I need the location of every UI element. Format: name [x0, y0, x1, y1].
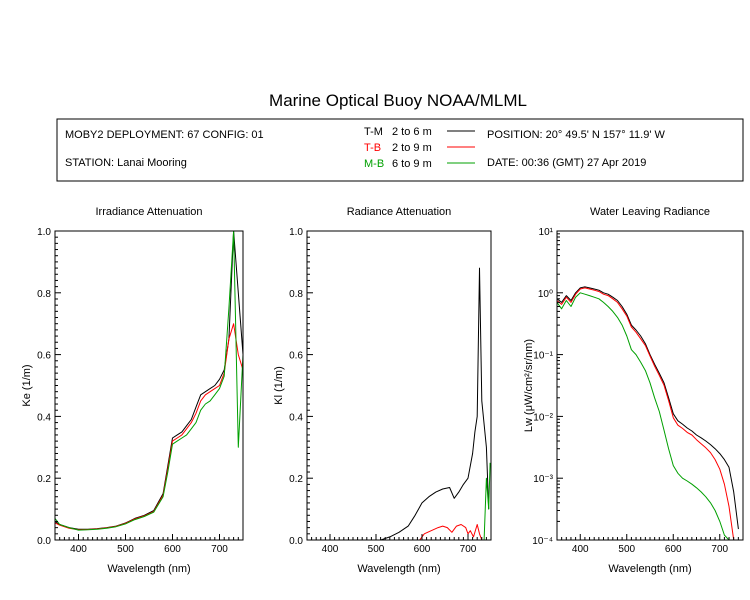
y-tick-label: 0.0 — [289, 536, 303, 547]
water-leaving-series-1 — [557, 287, 735, 540]
radiance-title: Radiance Attenuation — [347, 206, 452, 218]
x-tick-label: 400 — [572, 544, 589, 555]
y-tick-label: 1.0 — [37, 227, 51, 238]
y-tick-label: 10⁻³ — [533, 474, 553, 485]
x-tick-label: 500 — [618, 544, 635, 555]
legend-code: M-B — [364, 158, 384, 170]
water-leaving-series-group — [557, 286, 739, 540]
legend-range: 2 to 6 m — [392, 126, 432, 138]
irradiance-attenuation-panel: Irradiance Attenuation 400 500 600 700 0.0 0.2… — [21, 206, 244, 575]
y-tick-label: 0.4 — [37, 412, 51, 423]
x-tick-label: 500 — [117, 544, 134, 555]
y-tick-label: 0.2 — [37, 474, 51, 485]
legend-range: 2 to 9 m — [392, 142, 432, 154]
x-tick-label: 600 — [164, 544, 181, 555]
water-leaving-series-0 — [557, 286, 739, 530]
x-tick-label: 700 — [211, 544, 228, 555]
radiance-frame — [306, 230, 492, 541]
deployment-text: MOBY2 DEPLOYMENT: 67 CONFIG: 01 — [65, 129, 264, 141]
irradiance-x-axis-label: Wavelength (nm) — [107, 563, 190, 575]
legend-range: 6 to 9 m — [392, 158, 432, 170]
x-tick-label: 600 — [665, 544, 682, 555]
irradiance-series-group — [55, 231, 243, 531]
y-tick-label: 10¹ — [539, 227, 554, 238]
radiance-series-1 — [419, 524, 483, 540]
x-tick-label: 700 — [711, 544, 728, 555]
y-tick-label: 0.8 — [37, 289, 51, 300]
irradiance-series-0 — [55, 231, 243, 530]
radiance-x-axis-label: Wavelength (nm) — [357, 563, 440, 575]
position-text: POSITION: 20° 49.5' N 157° 11.9' W — [487, 129, 665, 141]
y-tick-label: 0.6 — [289, 351, 303, 362]
radiance-series-group — [380, 267, 491, 540]
x-tick-label: 400 — [322, 544, 339, 555]
date-text: DATE: 00:36 (GMT) 27 Apr 2019 — [487, 157, 646, 169]
y-tick-label: 0.4 — [289, 412, 303, 423]
water-leaving-radiance-panel: Water Leaving Radiance 400 500 600 700 10⁻⁴ 10… — [523, 206, 744, 575]
water-leaving-y-axis-label: Lw (μW/cm²/sr/nm) — [523, 339, 535, 432]
y-tick-label: 0.6 — [37, 351, 51, 362]
station-text: STATION: Lanai Mooring — [65, 157, 187, 169]
water-leaving-frame — [556, 230, 744, 541]
water-leaving-x-axis-label: Wavelength (nm) — [608, 563, 691, 575]
irradiance-series-1 — [55, 323, 243, 531]
irradiance-y-axis-label: Ke (1/m) — [21, 364, 33, 406]
legend-code: T-M — [364, 126, 383, 138]
legend: T-M 2 to 6 m T-B 2 to 9 m M-B 6 to 9 m — [364, 126, 475, 170]
y-tick-label: 10⁻¹ — [533, 351, 553, 362]
y-tick-label: 10⁰ — [538, 289, 553, 300]
y-tick-label: 0.2 — [289, 474, 303, 485]
radiance-series-0 — [380, 267, 490, 540]
x-tick-label: 600 — [414, 544, 431, 555]
y-tick-label: 0.0 — [37, 536, 51, 547]
y-tick-label: 10⁻⁴ — [532, 536, 553, 547]
legend-code: T-B — [364, 142, 381, 154]
radiance-y-axis-label: Kl (1/m) — [273, 366, 285, 405]
y-tick-label: 1.0 — [289, 227, 303, 238]
water-leaving-series-2 — [557, 292, 730, 540]
y-tick-label: 0.8 — [289, 289, 303, 300]
y-tick-label: 10⁻² — [533, 412, 553, 423]
irradiance-title: Irradiance Attenuation — [95, 206, 202, 218]
radiance-series-2 — [483, 462, 491, 540]
radiance-attenuation-panel: Radiance Attenuation 400 500 600 700 0.0 0.2 0.… — [273, 206, 492, 575]
info-box: MOBY2 DEPLOYMENT: 67 CONFIG: 01 STATION:… — [56, 118, 744, 182]
irradiance-series-2 — [55, 231, 243, 531]
x-tick-label: 700 — [460, 544, 477, 555]
figure-title: Marine Optical Buoy NOAA/MLML — [269, 91, 527, 110]
water-leaving-title: Water Leaving Radiance — [590, 206, 710, 218]
x-tick-label: 500 — [368, 544, 385, 555]
x-tick-label: 400 — [70, 544, 87, 555]
